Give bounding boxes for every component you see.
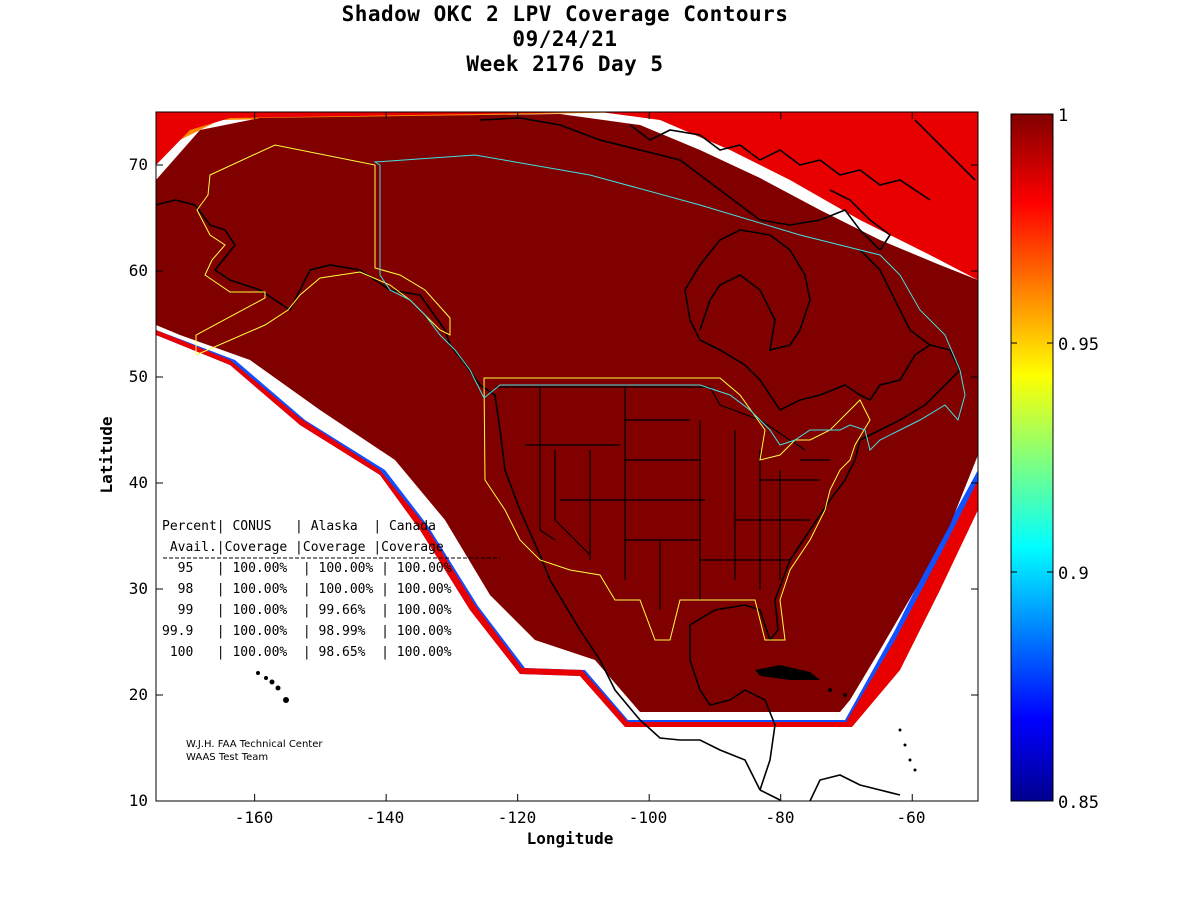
colorbar-tick-label: 0.9: [1058, 564, 1089, 584]
y-tick-label: 40: [129, 473, 148, 492]
credit-line-2: WAAS Test Team: [186, 752, 268, 763]
colorbar-tick-label: 0.85: [1058, 793, 1099, 813]
map-title-line1: Shadow OKC 2 LPV Coverage Contours: [341, 2, 789, 26]
table-row: 99 | 100.00% | 99.66% | 100.00%: [162, 603, 452, 618]
table-row: 99.9 | 100.00% | 98.99% | 100.00%: [162, 624, 452, 639]
x-tick-label: -160: [235, 808, 274, 827]
x-tick-label: -100: [629, 808, 668, 827]
x-tick-label: -120: [498, 808, 537, 827]
table-row: 100 | 100.00% | 98.65% | 100.00%: [162, 645, 452, 660]
colorbar-tick-labels: 0.85 0.9 0.95 1: [1058, 106, 1099, 813]
x-tick-label: -60: [897, 808, 926, 827]
canada-boundary: [373, 154, 966, 451]
plot-frame: [155, 111, 979, 802]
y-tick-label: 20: [129, 685, 148, 704]
map-title-week: Week 2176 Day 5: [466, 52, 664, 76]
table-row: 98 | 100.00% | 100.00% | 100.00%: [162, 582, 452, 597]
y-tick-marks: [156, 164, 978, 802]
y-tick-label: 50: [129, 367, 148, 386]
colorbar-tick-label: 1: [1058, 106, 1068, 126]
conus-alaska-boundary: [195, 144, 871, 641]
coverage-region-red: [156, 112, 978, 727]
table-header-1: Percent| CONUS | Alaska | Canada: [162, 519, 436, 534]
x-tick-label: -140: [366, 808, 405, 827]
us-state-borders: [495, 386, 830, 610]
x-tick-marks: [254, 112, 913, 801]
y-axis-label: Latitude: [97, 416, 116, 493]
colorbar-tick-marks: [1011, 113, 1053, 802]
y-tick-label: 10: [129, 791, 148, 810]
coverage-map: [156, 112, 978, 801]
y-tick-labels: 10 20 30 40 50 60 70: [129, 155, 148, 810]
map-title-date: 09/24/21: [512, 27, 618, 51]
x-tick-label: -80: [766, 808, 795, 827]
x-tick-labels: -160 -140 -120 -100 -80 -60: [235, 808, 926, 827]
y-tick-label: 60: [129, 261, 148, 280]
credit-line-1: W.J.H. FAA Technical Center: [186, 739, 323, 750]
table-header-2: Avail.|Coverage |Coverage |Coverage: [162, 540, 444, 555]
coverage-region-full: [156, 114, 978, 712]
colorbar-tick-label: 0.95: [1058, 335, 1099, 355]
islands: [256, 665, 917, 772]
colorbar: [1010, 113, 1054, 802]
table-row: 95 | 100.00% | 100.00% | 100.00%: [162, 561, 452, 576]
coverage-table: Percent| CONUS | Alaska | Canada Avail.|…: [162, 519, 500, 660]
y-tick-label: 70: [129, 155, 148, 174]
y-tick-label: 30: [129, 579, 148, 598]
x-axis-label: Longitude: [527, 829, 614, 848]
